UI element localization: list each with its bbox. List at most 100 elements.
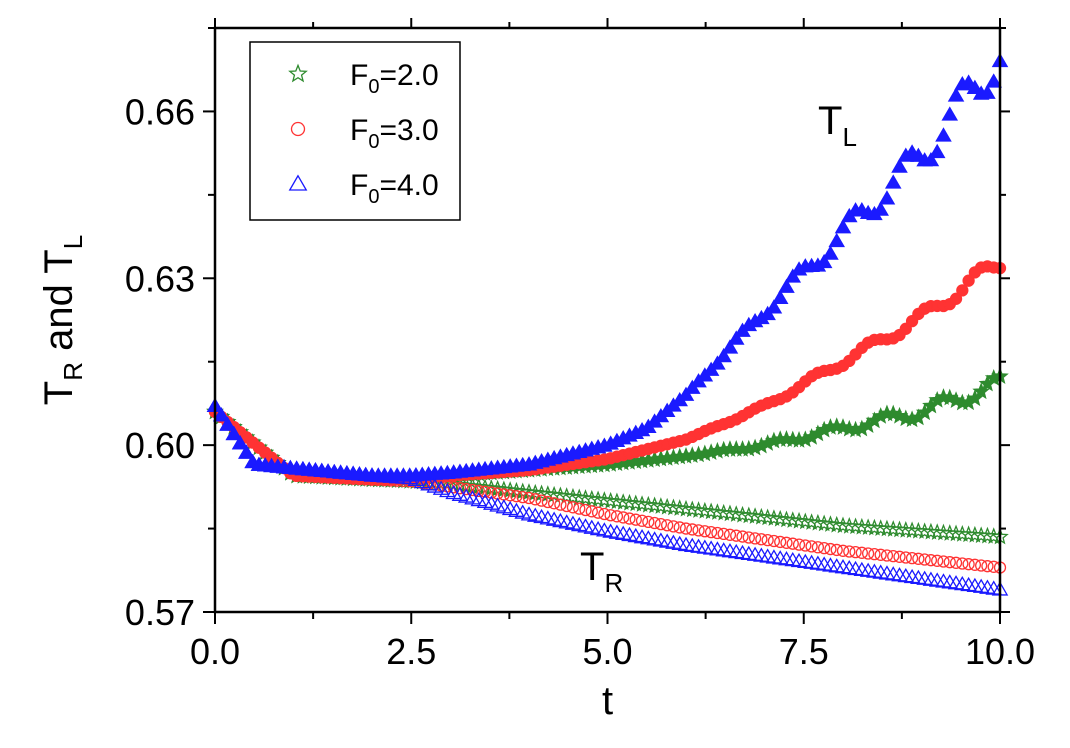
- data-point: [614, 493, 632, 510]
- data-point: [935, 127, 952, 142]
- chart-marks: [206, 52, 1009, 596]
- data-point: [777, 510, 796, 528]
- data-point: [752, 507, 771, 525]
- data-point: [702, 502, 720, 520]
- data-point: [485, 486, 498, 499]
- data-point: [949, 556, 963, 569]
- data-point: [661, 519, 674, 532]
- data-point: [872, 201, 889, 216]
- data-point: [513, 482, 532, 500]
- data-point: [874, 548, 887, 561]
- data-point: [968, 558, 982, 571]
- data-point: [595, 491, 614, 508]
- data-point: [244, 453, 261, 469]
- data-point: [868, 548, 881, 561]
- data-point: [853, 517, 871, 535]
- data-point: [516, 490, 529, 504]
- data-point: [742, 531, 755, 544]
- data-point: [617, 511, 630, 524]
- data-point: [865, 518, 884, 536]
- data-point: [601, 491, 620, 509]
- legend-label: F0=2.0: [350, 59, 439, 98]
- legend-label: F0=3.0: [350, 114, 439, 153]
- data-point: [824, 542, 837, 556]
- data-point: [733, 505, 752, 523]
- data-point: [834, 516, 852, 534]
- data-point: [677, 386, 695, 401]
- data-point: [610, 510, 624, 523]
- data-point: [535, 494, 548, 507]
- data-point: [956, 284, 969, 297]
- data-point: [673, 521, 686, 534]
- data-point: [598, 507, 611, 521]
- x-tick-label: 2.5: [386, 631, 436, 672]
- data-point: [629, 513, 642, 526]
- data-point: [501, 481, 519, 498]
- data-point: [922, 151, 940, 167]
- data-point: [784, 268, 802, 283]
- data-point: [891, 158, 908, 173]
- data-point: [709, 355, 726, 370]
- data-point: [541, 495, 554, 509]
- x-axis-title: t: [602, 679, 613, 723]
- data-point: [978, 526, 997, 544]
- data-point: [670, 499, 689, 516]
- data-point: [667, 520, 680, 533]
- data-point: [903, 521, 921, 539]
- data-point: [780, 536, 793, 549]
- legend-label: F0=4.0: [350, 169, 439, 208]
- data-point: [915, 522, 934, 540]
- y-title-main: T: [37, 381, 81, 405]
- data-point: [811, 541, 825, 554]
- data-point: [802, 513, 821, 530]
- data-point: [639, 495, 658, 513]
- data-point: [809, 513, 827, 531]
- data-point: [828, 232, 845, 248]
- data-point: [855, 546, 868, 559]
- data-point: [758, 508, 777, 526]
- data-point: [748, 532, 762, 545]
- data-point: [620, 493, 639, 511]
- data-point: [962, 274, 975, 287]
- data-point: [827, 515, 846, 533]
- data-point: [859, 518, 877, 536]
- y-axis: 0.57 0.60 0.63 0.66: [125, 27, 1010, 633]
- data-point: [560, 499, 573, 513]
- data-point: [679, 522, 693, 535]
- data-point: [890, 520, 909, 538]
- y-tick-label: 0.60: [125, 425, 195, 466]
- data-point: [899, 551, 912, 564]
- data-point: [778, 278, 795, 293]
- x-tick-label: 10.0: [965, 631, 1035, 672]
- data-point: [554, 498, 567, 511]
- data-point: [836, 544, 850, 557]
- data-point: [928, 523, 946, 540]
- data-point: [834, 219, 852, 234]
- data-point: [934, 523, 953, 541]
- data-point: [570, 488, 589, 506]
- data-point: [589, 490, 607, 508]
- legend: F0=2.0 F0=3.0 F0=4.0: [249, 41, 461, 221]
- series-triangle-open: [206, 397, 1009, 596]
- data-point: [579, 503, 592, 517]
- data-point: [711, 526, 724, 540]
- data-point: [846, 517, 865, 535]
- y-tick-label: 0.66: [125, 91, 195, 132]
- data-point: [585, 505, 598, 518]
- data-point: [604, 509, 617, 522]
- data-point: [566, 501, 580, 514]
- legend-box: [249, 41, 461, 221]
- y-title-sub-r: R: [58, 362, 88, 381]
- data-point: [704, 525, 718, 539]
- data-point: [658, 497, 676, 515]
- data-point: [714, 503, 733, 521]
- data-point: [878, 190, 896, 205]
- data-point: [765, 299, 783, 314]
- data-point: [943, 556, 956, 569]
- data-point: [767, 534, 781, 548]
- data-point: [861, 547, 875, 560]
- data-point: [447, 481, 460, 494]
- data-point: [975, 559, 988, 572]
- data-point: [959, 525, 978, 543]
